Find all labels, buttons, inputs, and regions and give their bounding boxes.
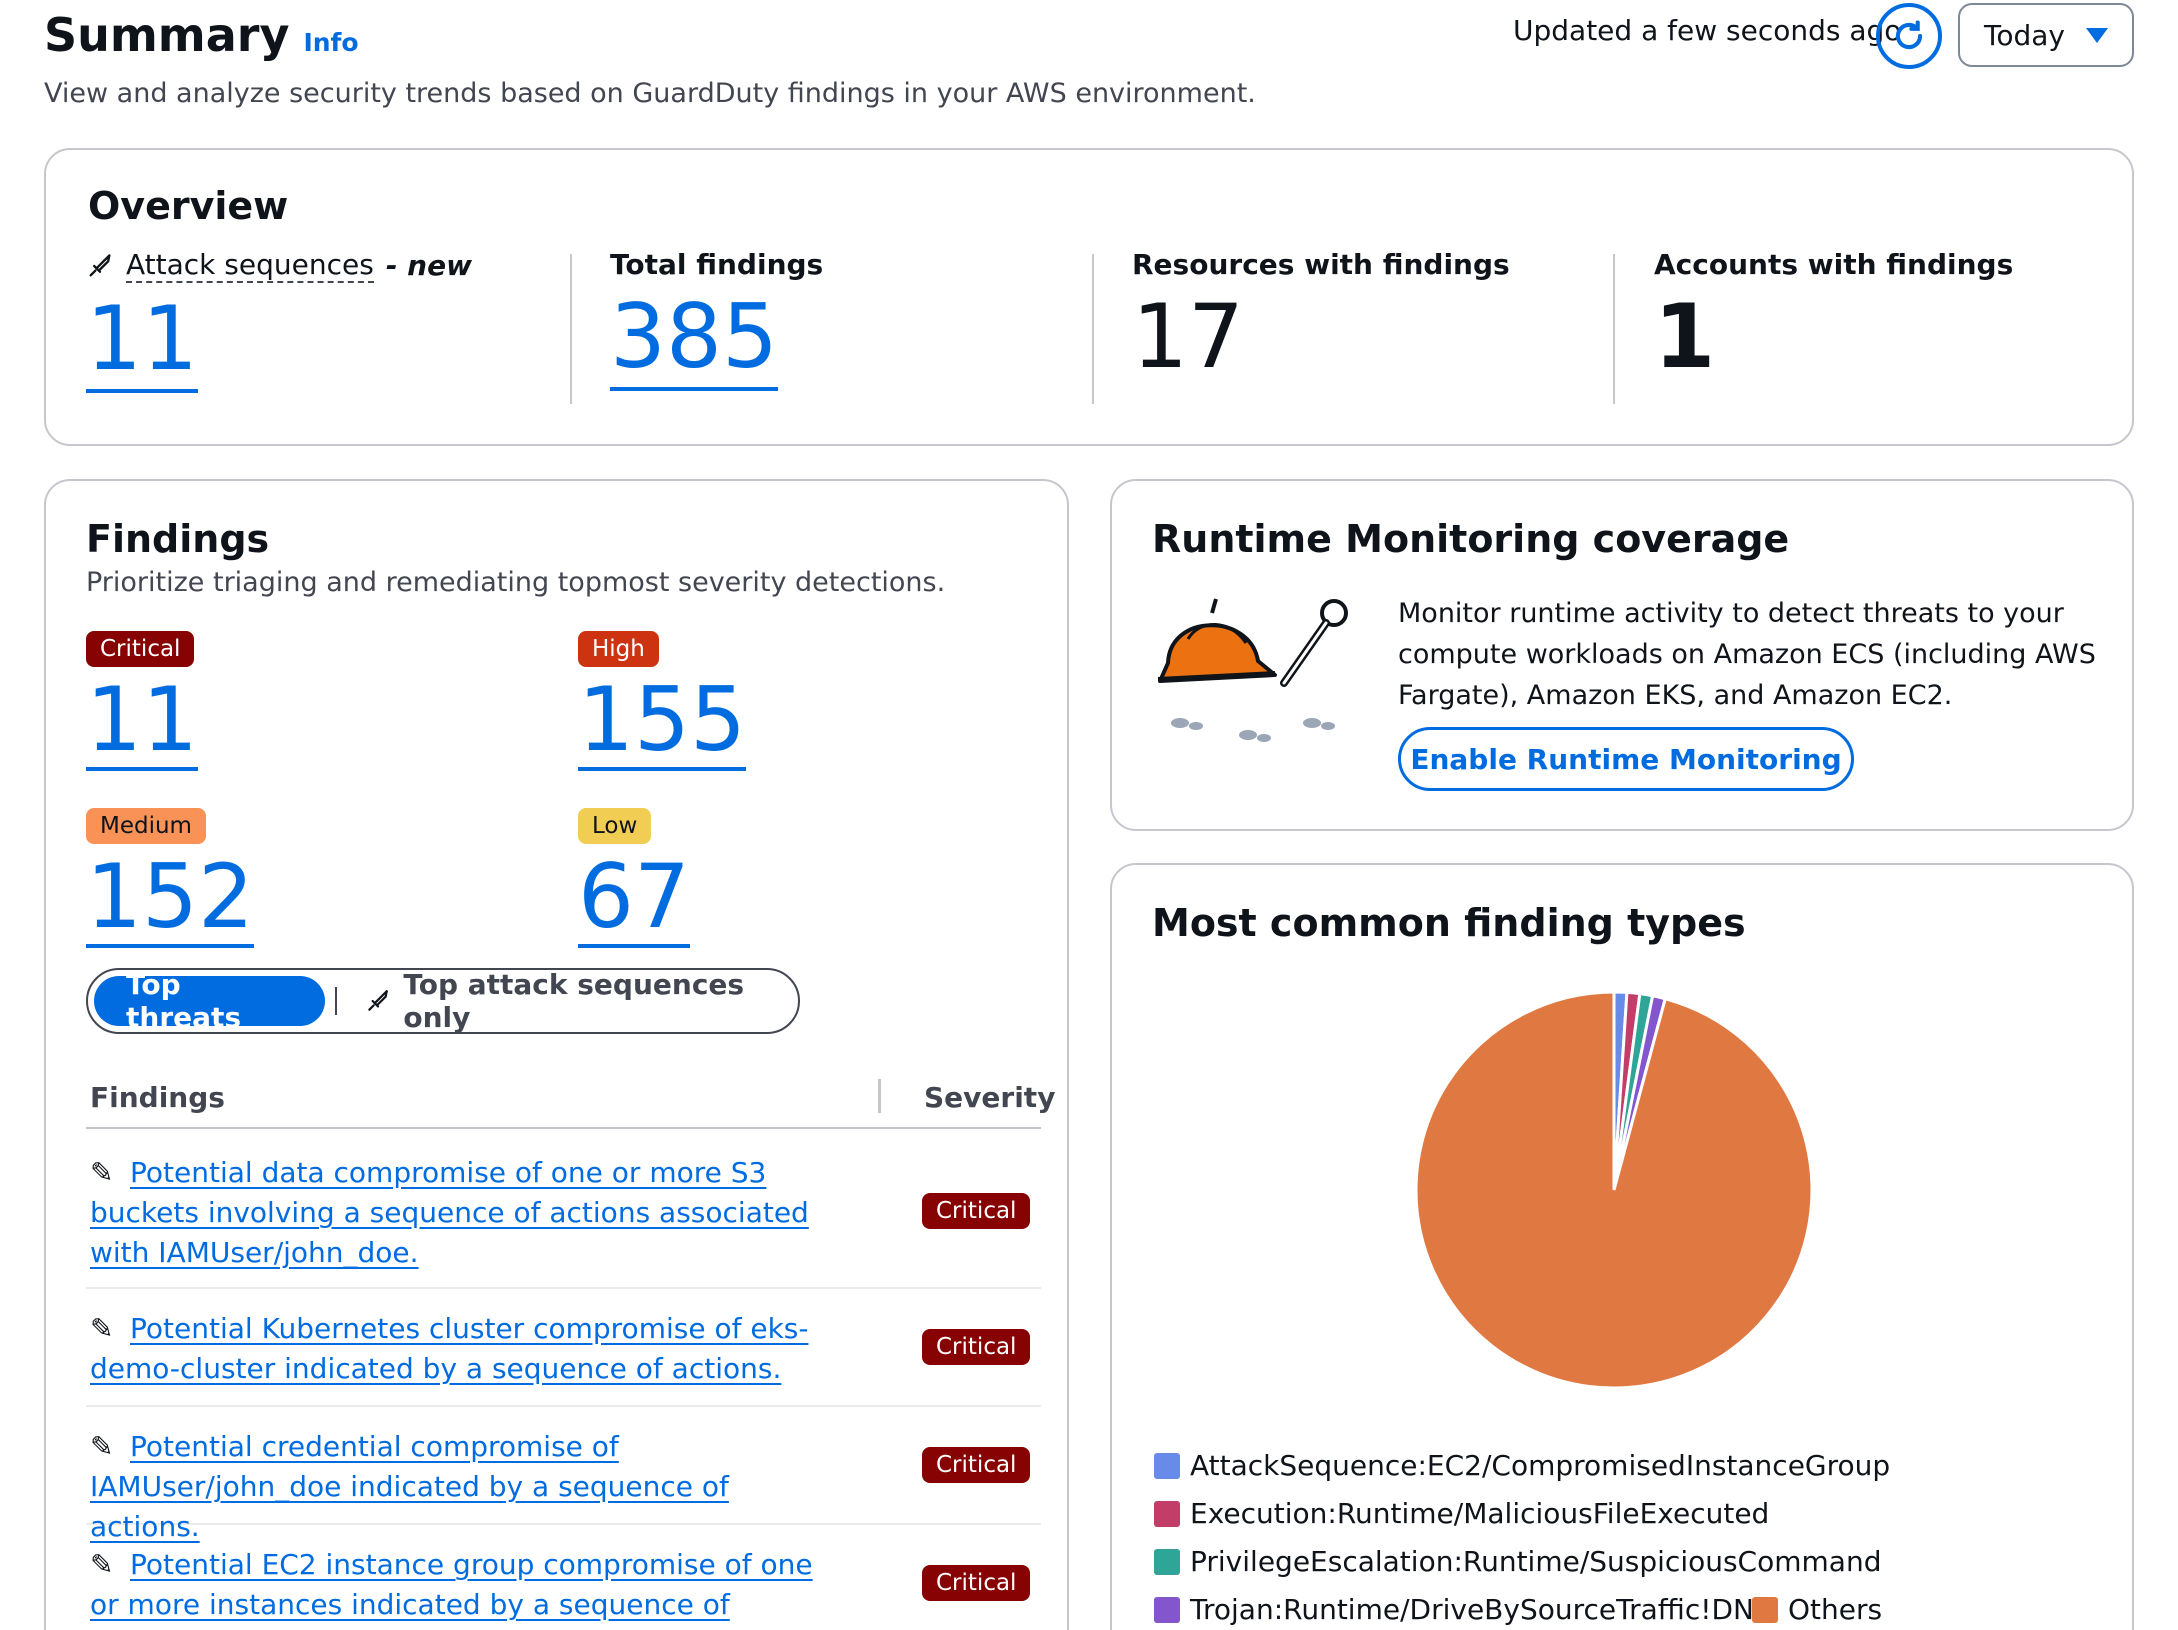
sword-icon: ✎: [90, 1430, 114, 1463]
divider: [570, 254, 572, 404]
total-findings-metric: Total findings 385: [610, 248, 823, 391]
resources-label: Resources with findings: [1132, 248, 1510, 281]
updated-timestamp: Updated a few seconds ago: [1513, 14, 1902, 47]
legend-swatch: [1154, 1548, 1180, 1575]
runtime-monitoring-description: Monitor runtime activity to detect threa…: [1398, 598, 2096, 711]
medium-badge: Medium: [86, 808, 206, 844]
attack-sequences-metric: Attack sequences - new 11: [86, 248, 472, 393]
legend-swatch: [1154, 1452, 1180, 1479]
date-range-select[interactable]: Today: [1958, 3, 2134, 67]
total-findings-label: Total findings: [610, 248, 824, 281]
resources-count: 17: [1132, 285, 1244, 388]
severity-high: High 155: [578, 631, 746, 771]
date-range-value: Today: [1984, 18, 2065, 52]
attack-sequences-count[interactable]: 11: [86, 291, 198, 393]
severity-badge: Critical: [922, 1329, 1031, 1365]
low-count[interactable]: 67: [578, 845, 690, 948]
findings-column-header[interactable]: Findings: [90, 1081, 225, 1114]
sword-icon: ✎: [90, 1156, 114, 1189]
most-common-title: Most common finding types: [1152, 901, 1746, 945]
critical-count[interactable]: 11: [86, 668, 198, 771]
detective-hat-illustration: [1157, 598, 1348, 742]
findings-card: Findings Prioritize triaging and remedia…: [44, 479, 1069, 1630]
enable-runtime-monitoring-button[interactable]: Enable Runtime Monitoring: [1398, 727, 1854, 791]
attack-sequences-label[interactable]: Attack sequences: [126, 248, 374, 283]
pie-slice[interactable]: [1414, 990, 1814, 1390]
legend-item[interactable]: PrivilegeEscalation:Runtime/SuspiciousCo…: [1154, 1545, 1881, 1578]
legend-item[interactable]: Trojan:Runtime/DriveBySourceTraffic!DNS: [1154, 1593, 1772, 1626]
sword-icon: ✎: [90, 1312, 114, 1345]
legend-swatch: [1154, 1500, 1180, 1527]
most-common-finding-types-card: Most common finding types AttackSequence…: [1110, 863, 2134, 1630]
accounts-metric: Accounts with findings 1: [1654, 248, 2013, 385]
severity-column-header[interactable]: Severity: [924, 1081, 1056, 1114]
medium-count[interactable]: 152: [86, 845, 254, 948]
finding-link[interactable]: Potential credential compromise of IAMUs…: [90, 1430, 729, 1543]
new-tag: - new: [385, 249, 472, 282]
legend-swatch: [1752, 1596, 1778, 1623]
critical-badge: Critical: [86, 631, 195, 667]
finding-link[interactable]: Potential data compromise of one or more…: [90, 1156, 809, 1269]
findings-table-header: Findings Severity: [86, 1069, 1055, 1129]
accounts-count: 1: [1654, 285, 1716, 388]
findings-title: Findings: [86, 517, 270, 561]
finding-link[interactable]: Potential Kubernetes cluster compromise …: [90, 1312, 809, 1385]
runtime-monitoring-title: Runtime Monitoring coverage: [1152, 517, 1790, 561]
overview-card: Overview Attack sequences - new 11 Total…: [44, 148, 2134, 446]
divider: [1613, 254, 1615, 404]
column-resizer[interactable]: [878, 1079, 881, 1113]
high-badge: High: [578, 631, 659, 667]
overview-title: Overview: [88, 184, 289, 228]
legend-item[interactable]: AttackSequence:EC2/CompromisedInstanceGr…: [1154, 1449, 1890, 1482]
low-badge: Low: [578, 808, 652, 844]
legend-item[interactable]: Others: [1752, 1593, 1882, 1626]
refresh-button[interactable]: [1876, 3, 1942, 69]
table-row: ✎ Potential EC2 instance group compromise…: [86, 1525, 1041, 1630]
legend-swatch: [1154, 1596, 1180, 1623]
legend-item[interactable]: Execution:Runtime/MaliciousFileExecuted: [1154, 1497, 1769, 1530]
legend-label: Others: [1788, 1593, 1883, 1626]
severity-medium: Medium 152: [86, 808, 254, 948]
table-row: ✎ Potential credential compromise of IAMU…: [86, 1407, 1041, 1543]
top-attack-sequences-toggle[interactable]: Top attack sequences only: [365, 968, 792, 1034]
page-subtitle: View and analyze security trends based o…: [44, 78, 1256, 109]
severity-badge: Critical: [922, 1565, 1031, 1601]
legend-label: AttackSequence:EC2/CompromisedInstanceGr…: [1190, 1449, 1891, 1482]
legend-label: Trojan:Runtime/DriveBySourceTraffic!DNS: [1190, 1593, 1772, 1626]
finding-link[interactable]: Potential EC2 instance group compromise …: [90, 1548, 813, 1630]
severity-badge: Critical: [922, 1193, 1031, 1229]
top-attack-sequences-label: Top attack sequences only: [403, 968, 745, 1034]
runtime-monitoring-card: Runtime Monitoring coverage Monitor runt…: [1110, 479, 2134, 831]
accounts-label: Accounts with findings: [1654, 248, 2014, 281]
severity-critical: Critical 11: [86, 631, 198, 771]
finding-types-pie-chart: [1414, 990, 1814, 1390]
severity-low: Low 67: [578, 808, 690, 948]
findings-description: Prioritize triaging and remediating topm…: [86, 567, 946, 598]
table-row: ✎ Potential Kubernetes cluster compromise…: [86, 1289, 1041, 1407]
total-findings-count[interactable]: 385: [610, 289, 778, 391]
sword-icon: ✎: [90, 1548, 114, 1581]
page-header: Summary Info: [44, 8, 359, 62]
page-title-row: Summary Info: [44, 8, 359, 62]
toggle-divider: [335, 987, 338, 1015]
sword-icon: [368, 990, 389, 1011]
table-row: ✎ Potential data compromise of one or mor…: [86, 1131, 1041, 1289]
info-link[interactable]: Info: [303, 28, 359, 57]
page-title: Summary: [44, 8, 290, 62]
sword-icon: [89, 253, 111, 276]
high-count[interactable]: 155: [578, 668, 746, 771]
caret-down-icon: [2086, 27, 2108, 43]
legend-label: Execution:Runtime/MaliciousFileExecuted: [1190, 1497, 1770, 1530]
legend-label: PrivilegeEscalation:Runtime/SuspiciousCo…: [1190, 1545, 1882, 1578]
findings-filter-toggle: Top threats Top attack sequences only: [86, 968, 800, 1034]
refresh-icon: [1895, 20, 1923, 50]
resources-metric: Resources with findings 17: [1132, 248, 1510, 385]
divider: [1092, 254, 1094, 404]
severity-badge: Critical: [922, 1447, 1031, 1483]
top-threats-toggle[interactable]: Top threats: [94, 968, 326, 1034]
